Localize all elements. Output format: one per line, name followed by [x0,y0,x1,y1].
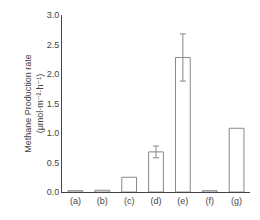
svg-text:Methane Production rate(μmol·m: Methane Production rate(μmol·m⁻²·h⁻¹) [23,54,45,153]
svg-text:0.0: 0.0 [47,187,60,197]
svg-text:1.5: 1.5 [47,99,60,109]
svg-text:2.0: 2.0 [47,69,60,79]
svg-text:3.0: 3.0 [47,10,60,20]
svg-text:(g): (g) [231,196,242,206]
svg-text:(a): (a) [70,196,81,206]
svg-text:2.5: 2.5 [47,40,60,50]
svg-text:1.0: 1.0 [47,128,60,138]
svg-text:0.5: 0.5 [47,158,60,168]
svg-text:(f): (f) [205,196,214,206]
svg-text:(c): (c) [124,196,135,206]
svg-text:(e): (e) [177,196,188,206]
svg-text:(b): (b) [97,196,108,206]
svg-text:(d): (d) [151,196,162,206]
